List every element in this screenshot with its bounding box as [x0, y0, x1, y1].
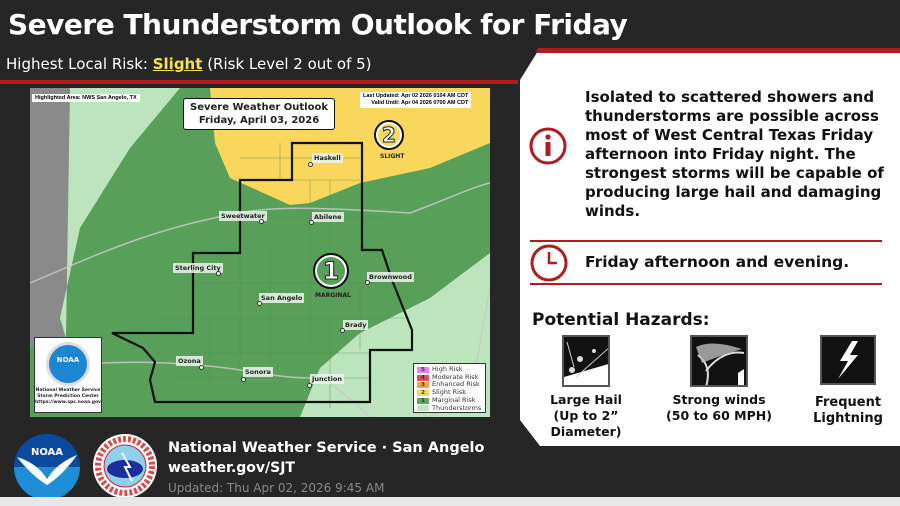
slight-risk-badge: 2	[374, 120, 404, 150]
city-label-ozona: Ozona	[176, 356, 203, 366]
legend-swatch: 1	[417, 397, 429, 404]
city-label-junction: Junction	[310, 374, 344, 384]
city-marker	[257, 301, 262, 306]
map-timestamps: Last Updated: Apr 02 2026 0104 AM CDT Va…	[360, 92, 472, 108]
legend-item: 1 Marginal Risk	[417, 395, 482, 405]
legend-swatch: 3	[417, 382, 429, 389]
page-title: Severe Thunderstorm Outlook for Friday	[8, 8, 628, 41]
legend-swatch: 5	[417, 366, 429, 373]
city-marker	[216, 271, 221, 276]
legend-item: 5 High Risk	[417, 365, 482, 374]
subtitle-prefix: Highest Local Risk:	[6, 55, 153, 73]
outlook-date: Friday, April 03, 2026	[198, 115, 320, 126]
hazard-wind-label: Strong winds (50 to 60 MPH)	[665, 392, 773, 424]
subtitle-suffix: (Risk Level 2 out of 5)	[202, 55, 372, 73]
hazard-lightning-label: Frequent Lightning	[800, 395, 896, 427]
city-label-brownwood: Brownwood	[367, 272, 414, 282]
city-label-sonora: Sonora	[243, 367, 273, 377]
slight-risk-label: SLIGHT	[380, 153, 405, 160]
hazard-name: Strong winds	[672, 392, 766, 407]
legend-item: 2 Slight Risk	[417, 388, 482, 397]
hazard-name: Large Hail	[550, 392, 622, 407]
outlook-title-box: Severe Weather Outlook Friday, April 03,…	[183, 98, 335, 130]
marginal-risk-label: MARGINAL	[315, 292, 351, 299]
outlook-description: Isolated to scattered showers and thunde…	[585, 88, 884, 220]
outlook-map	[30, 88, 490, 417]
hazard-hail-label: Large Hail (Up to 2” Diameter)	[530, 392, 642, 440]
city-label-brady: Brady	[343, 320, 369, 330]
cwa-outline	[111, 141, 414, 404]
city-label-abilene: Abilene	[312, 212, 344, 222]
nws-footer-logo	[93, 434, 157, 498]
timing-text: Friday afternoon and evening.	[585, 253, 850, 271]
tstm-area-west	[60, 88, 180, 338]
lightning-icon	[820, 335, 876, 385]
legend-label: Moderate Risk	[432, 372, 479, 381]
city-marker	[259, 219, 264, 224]
outlook-title: Severe Weather Outlook	[190, 102, 328, 113]
bottom-strip	[0, 497, 900, 506]
divider	[530, 283, 882, 285]
legend-swatch: 2	[417, 389, 429, 396]
divider	[530, 240, 882, 242]
office-url[interactable]: weather.gov/SJT	[168, 460, 295, 476]
hazard-detail: (Up to 2” Diameter)	[550, 408, 622, 439]
credit-line: Storm Prediction Center	[37, 394, 99, 399]
city-label-sweetwater: Sweetwater	[219, 211, 267, 221]
hazard-detail: (50 to 60 MPH)	[666, 408, 772, 423]
city-marker	[365, 280, 370, 285]
highlighted-area-label: Highlighted Area: NWS San Angelo, TX	[32, 94, 140, 102]
wind-icon	[690, 335, 748, 387]
legend-item: 3 Enhanced Risk	[417, 381, 482, 389]
hazard-detail: Lightning	[813, 411, 883, 426]
hail-icon	[562, 335, 610, 387]
info-icon	[529, 127, 567, 165]
outside-area	[30, 88, 70, 348]
city-marker	[307, 383, 312, 388]
legend-label: Slight Risk	[432, 388, 467, 397]
office-name: National Weather Service · San Angelo	[168, 440, 485, 456]
noaa-logo: NOAA	[46, 342, 90, 386]
legend-item: Thunderstorms	[417, 403, 482, 413]
risk-legend: 5 High Risk 4 Moderate Risk 3 Enhanced Risk 2 S…	[413, 363, 486, 413]
spc-url[interactable]: https://www.spc.noaa.gov	[35, 400, 101, 405]
city-marker	[308, 162, 313, 167]
legend-item: 4 Moderate Risk	[417, 372, 482, 382]
legend-label: Enhanced Risk	[432, 380, 480, 389]
hazard-name: Frequent	[814, 395, 882, 410]
info-panel-background	[520, 48, 900, 446]
city-label-san-angelo: San Angelo	[259, 293, 305, 303]
valid-until: Valid Until: Apr 04 2026 0700 AM CDT	[371, 100, 469, 106]
hazards-title: Potential Hazards:	[532, 310, 710, 330]
spc-credit-box: NOAA National Weather Service Storm Pred…	[34, 337, 102, 413]
last-updated: Last Updated: Apr 02 2026 0104 AM CDT	[363, 93, 469, 99]
clock-icon	[530, 244, 568, 282]
updated-timestamp: Updated: Thu Apr 02, 2026 9:45 AM	[168, 481, 385, 495]
noaa-footer-logo: NOAA	[14, 434, 80, 500]
legend-label: Thunderstorms	[432, 403, 482, 412]
svg-text:NOAA: NOAA	[31, 447, 63, 458]
highest-risk-subtitle: Highest Local Risk: Slight (Risk Level 2…	[6, 55, 372, 73]
city-label-haskell: Haskell	[312, 153, 343, 163]
marginal-risk-badge: 1	[313, 253, 349, 289]
city-marker	[340, 328, 345, 333]
legend-swatch: 4	[417, 374, 429, 381]
legend-label: Marginal Risk	[432, 395, 476, 404]
credit-line: National Weather Service	[35, 388, 101, 393]
city-marker	[241, 377, 246, 382]
city-marker	[309, 220, 314, 225]
legend-swatch	[417, 405, 429, 412]
city-marker	[199, 365, 204, 370]
legend-label: High Risk	[432, 365, 463, 373]
city-label-sterling-city: Sterling City	[173, 263, 223, 273]
divider	[0, 80, 518, 84]
risk-level-link[interactable]: Slight	[152, 55, 203, 73]
